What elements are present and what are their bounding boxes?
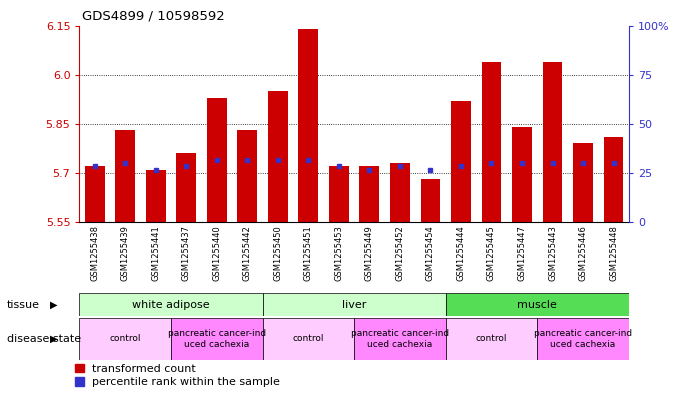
Legend: transformed count, percentile rank within the sample: transformed count, percentile rank withi… — [75, 364, 281, 387]
Text: pancreatic cancer-ind
uced cachexia: pancreatic cancer-ind uced cachexia — [351, 329, 449, 349]
Text: muscle: muscle — [518, 299, 557, 310]
Bar — [604, 137, 623, 222]
Text: white adipose: white adipose — [132, 299, 210, 310]
Bar — [85, 166, 104, 222]
Bar — [329, 166, 349, 222]
Bar — [263, 293, 446, 316]
Text: control: control — [475, 334, 507, 343]
Bar — [446, 293, 629, 316]
Bar — [238, 130, 257, 222]
Bar — [146, 170, 166, 222]
Bar — [446, 318, 538, 360]
Bar — [390, 163, 410, 222]
Bar — [79, 318, 171, 360]
Text: pancreatic cancer-ind
uced cachexia: pancreatic cancer-ind uced cachexia — [534, 329, 632, 349]
Bar — [268, 91, 287, 222]
Bar — [421, 180, 440, 222]
Bar — [542, 62, 562, 222]
Text: liver: liver — [342, 299, 366, 310]
Bar — [171, 318, 263, 360]
Bar — [359, 166, 379, 222]
Bar — [79, 293, 263, 316]
Bar — [115, 130, 135, 222]
Bar — [482, 62, 502, 222]
Text: ▶: ▶ — [50, 299, 57, 310]
Bar — [263, 318, 354, 360]
Bar — [451, 101, 471, 222]
Text: GDS4899 / 10598592: GDS4899 / 10598592 — [82, 10, 225, 23]
Bar — [176, 153, 196, 222]
Text: control: control — [109, 334, 141, 343]
Bar — [538, 318, 629, 360]
Bar — [299, 29, 319, 222]
Bar — [207, 97, 227, 222]
Bar — [512, 127, 532, 222]
Text: control: control — [292, 334, 324, 343]
Bar — [354, 318, 446, 360]
Text: ▶: ▶ — [50, 334, 57, 344]
Bar — [573, 143, 593, 222]
Text: disease state: disease state — [7, 334, 81, 344]
Text: tissue: tissue — [7, 299, 40, 310]
Text: pancreatic cancer-ind
uced cachexia: pancreatic cancer-ind uced cachexia — [168, 329, 266, 349]
